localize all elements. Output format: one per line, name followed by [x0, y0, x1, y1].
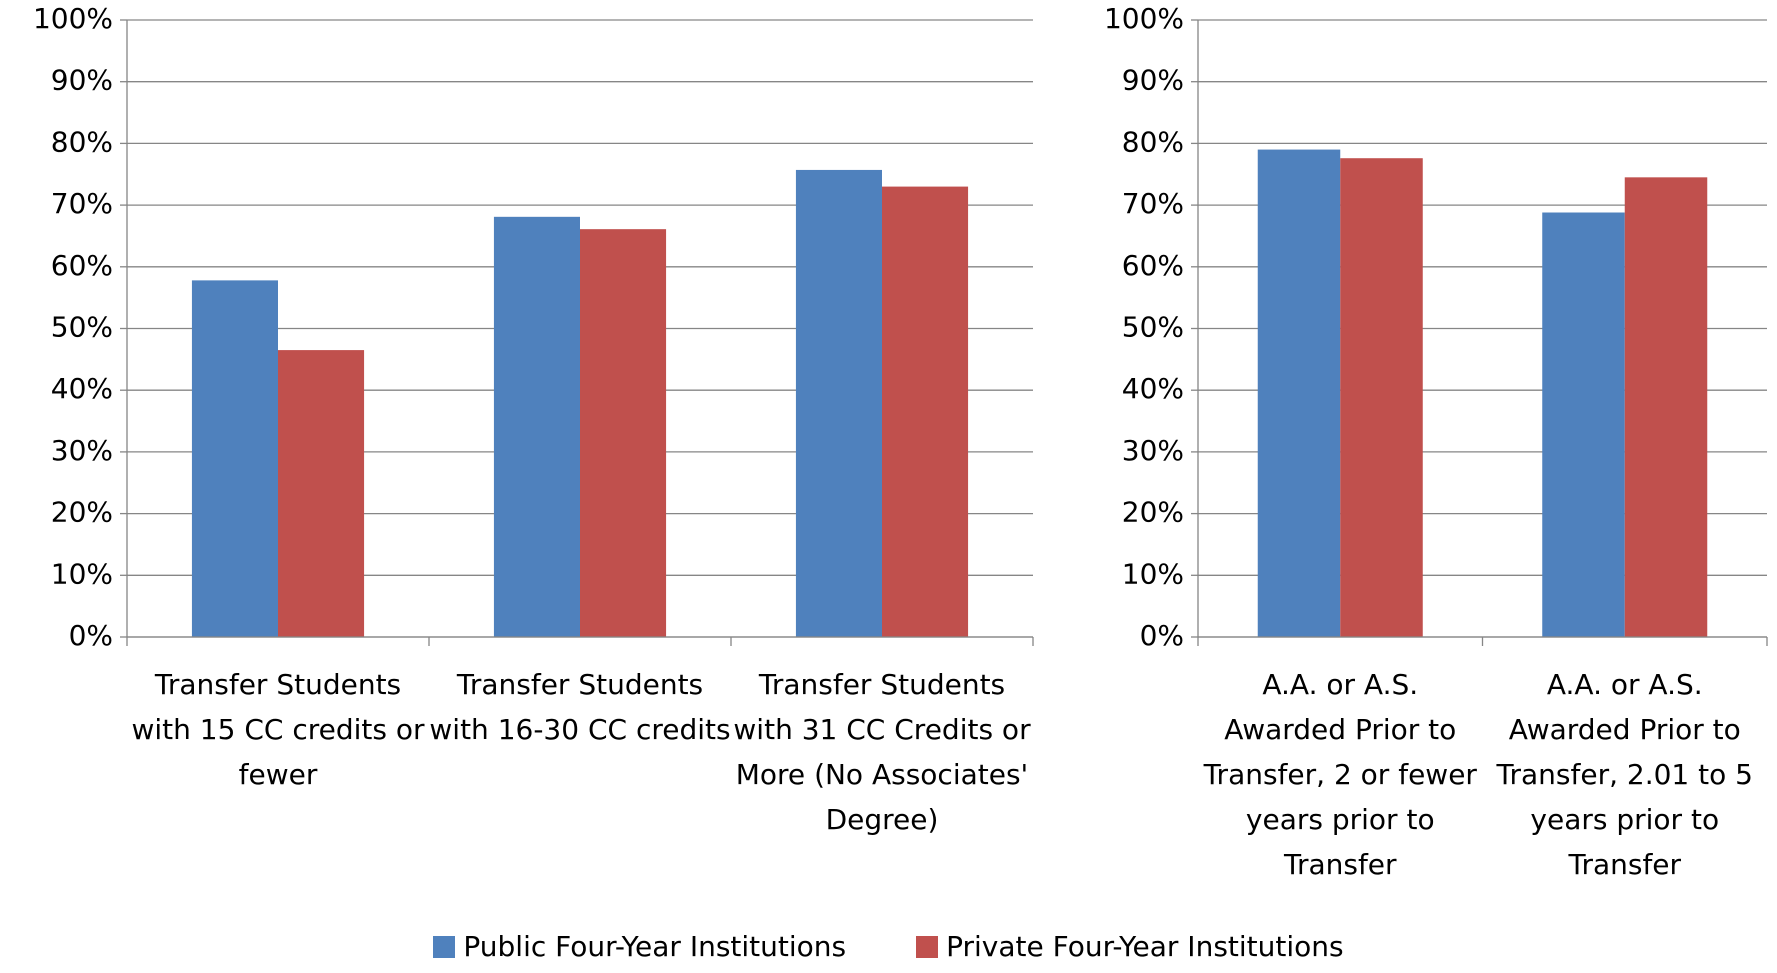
y-tick-label: 90% — [1122, 64, 1184, 97]
y-tick-label: 60% — [51, 249, 113, 282]
x-tick-label: A.A. or A.S. Awarded Prior to Transfer, … — [1203, 668, 1477, 881]
y-tick-label: 80% — [1122, 125, 1184, 158]
y-tick-label: 60% — [1122, 249, 1184, 282]
y-tick-label: 30% — [51, 434, 113, 467]
bar — [795, 169, 882, 637]
legend-swatch — [916, 935, 939, 958]
bar — [493, 216, 580, 637]
y-tick-label: 40% — [1122, 372, 1184, 405]
x-tick-label: A.A. or A.S. Awarded Prior to Transfer, … — [1496, 668, 1753, 881]
legend: Public Four-Year Institutions Private Fou… — [0, 930, 1777, 963]
legend-swatch — [433, 935, 456, 958]
legend-item: Private Four-Year Institutions — [916, 930, 1344, 963]
y-tick-label: 50% — [51, 311, 113, 344]
y-tick-label: 90% — [51, 64, 113, 97]
y-tick-label: 50% — [1122, 311, 1184, 344]
bar — [278, 350, 365, 637]
legend-label: Private Four-Year Institutions — [946, 930, 1344, 963]
bar — [882, 186, 969, 637]
x-tick-label: Transfer Students with 16-30 CC credits — [429, 668, 731, 746]
bar — [1257, 149, 1341, 637]
y-tick-label: 0% — [1140, 619, 1184, 652]
bar — [1542, 212, 1625, 637]
bar — [580, 229, 667, 637]
y-tick-label: 100% — [33, 2, 113, 35]
y-tick-label: 10% — [51, 557, 113, 590]
x-tick-label: Transfer Students with 15 CC credits or … — [131, 668, 425, 791]
legend-label: Public Four-Year Institutions — [463, 930, 847, 963]
y-tick-label: 10% — [1122, 557, 1184, 590]
legend-item: Public Four-Year Institutions — [433, 930, 846, 963]
bar — [1340, 158, 1423, 637]
y-tick-label: 40% — [51, 372, 113, 405]
y-tick-label: 80% — [51, 125, 113, 158]
x-tick-label: Transfer Students with 31 CC Credits or … — [733, 668, 1031, 836]
y-tick-label: 30% — [1122, 434, 1184, 467]
bar — [1624, 177, 1708, 637]
y-tick-label: 100% — [1104, 2, 1184, 35]
y-tick-label: 20% — [1122, 496, 1184, 529]
y-tick-label: 20% — [51, 496, 113, 529]
y-tick-label: 70% — [51, 187, 113, 220]
bar — [191, 280, 278, 637]
y-tick-label: 70% — [1122, 187, 1184, 220]
y-tick-label: 0% — [69, 619, 113, 652]
